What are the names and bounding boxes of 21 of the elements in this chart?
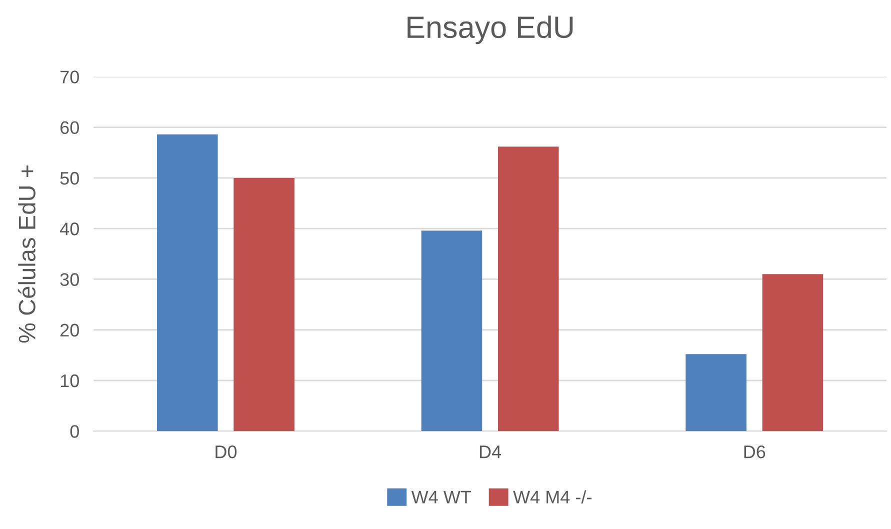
y-tick-label: 20 — [60, 324, 79, 337]
y-axis-title: % Células EdU + — [18, 166, 36, 343]
x-tick-label: D6 — [744, 446, 766, 458]
y-tick-label: 0 — [70, 425, 79, 438]
bar — [686, 354, 746, 432]
chart-title: Ensayo EdU — [408, 16, 573, 44]
bar — [421, 230, 482, 432]
x-tick-label: D0 — [216, 446, 237, 458]
y-tick-label: 70 — [60, 70, 79, 84]
bar — [156, 134, 218, 432]
legend-label: W4 WT — [411, 490, 472, 504]
y-tick-label: 60 — [60, 121, 79, 134]
bar — [234, 178, 294, 432]
bar — [498, 146, 559, 432]
bar — [762, 274, 824, 432]
y-tick-label: 50 — [60, 172, 79, 185]
y-tick-label: 30 — [60, 273, 79, 286]
x-tick-label: D4 — [480, 446, 502, 458]
legend-label: W4 M4 -/- — [513, 490, 592, 504]
y-tick-label: 10 — [60, 374, 79, 388]
y-tick-label: 40 — [60, 222, 79, 236]
